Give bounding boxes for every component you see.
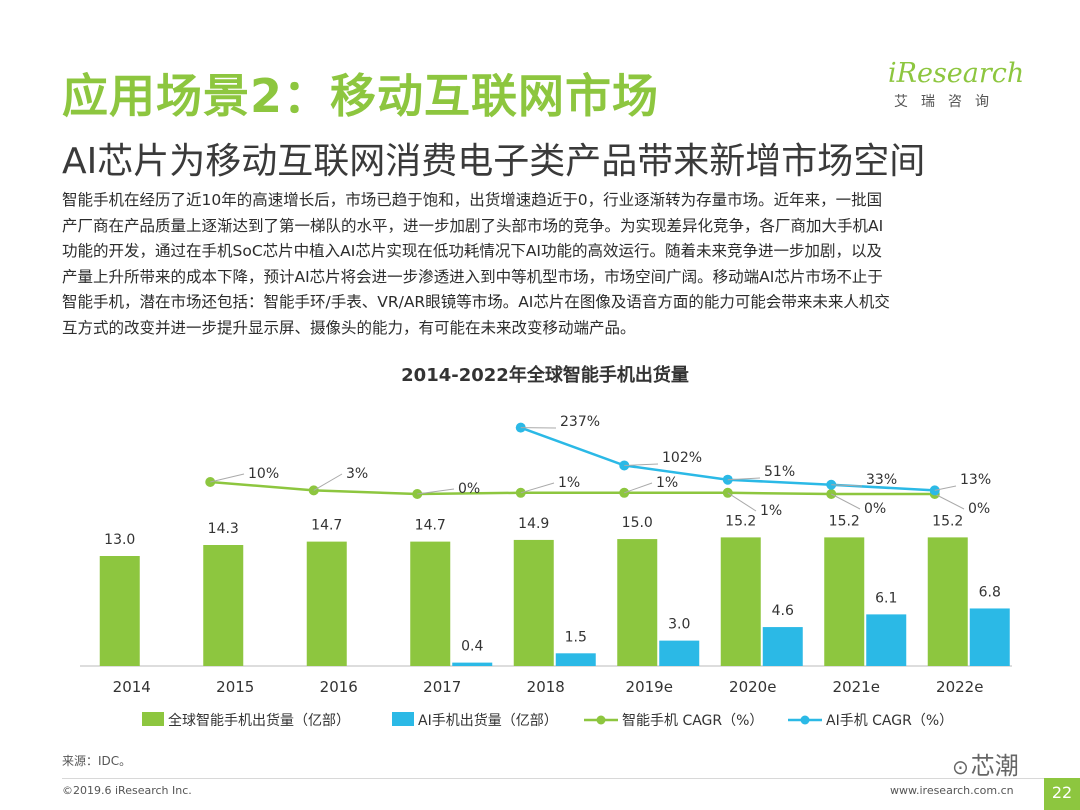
x-tick-label: 2014 xyxy=(113,678,151,696)
label-leader-line xyxy=(520,482,555,494)
label-leader-line xyxy=(313,473,343,491)
smartphone-shipment-bar xyxy=(203,545,244,666)
footer-divider xyxy=(62,778,1050,779)
ai-phone-cagr-label: 51% xyxy=(764,464,795,480)
bar-value-label: 14.9 xyxy=(518,516,549,532)
label-leader-line xyxy=(417,488,455,495)
label-leader-line xyxy=(831,484,863,487)
logo-subtext: 艾瑞咨询 xyxy=(894,94,1002,110)
smartphone-shipment-bar xyxy=(513,539,554,666)
bar-value-label: 14.3 xyxy=(208,521,239,537)
legend-label: AI手机出货量（亿部） xyxy=(418,712,558,729)
x-tick-label: 2015 xyxy=(216,678,254,696)
smartphone-shipment-bar xyxy=(410,541,451,666)
paragraph-line: 智能手机，潜在市场还包括：智能手环/手表、VR/AR眼镜等市场。AI芯片在图像及… xyxy=(62,293,890,311)
ai-phone-shipment-bar xyxy=(659,640,700,666)
ai-phone-cagr-label: 13% xyxy=(960,472,991,488)
smartphone-cagr-label: 1% xyxy=(656,475,678,491)
smartphone-cagr-label: 0% xyxy=(968,501,990,517)
shipment-chart: 2014-2022年全球智能手机出货量 13.0 14.3 14.7 14.7 14.9 1… xyxy=(80,364,1012,729)
bar-value-label: 1.5 xyxy=(565,629,587,645)
bar-value-label: 3.0 xyxy=(668,617,690,633)
ai-phone-cagr-label: 33% xyxy=(866,472,897,488)
legend-swatch-ai-bar xyxy=(392,712,414,726)
x-tick-label: 2018 xyxy=(527,678,565,696)
bar-value-label: 15.2 xyxy=(932,513,963,529)
ai-phone-shipment-bar xyxy=(452,662,493,666)
bar-value-label: 15.0 xyxy=(622,515,653,531)
bar-value-label: 4.6 xyxy=(772,603,794,619)
legend-label: AI手机 CAGR（%） xyxy=(826,713,953,729)
smartphone-cagr-label: 10% xyxy=(248,466,279,482)
ai-phone-cagr-label: 237% xyxy=(560,414,600,430)
label-leader-line xyxy=(934,493,965,510)
page-number: 22 xyxy=(1044,778,1080,810)
x-tick-label: 2017 xyxy=(423,678,461,696)
smartphone-cagr-label: 0% xyxy=(864,501,886,517)
label-leader-line xyxy=(727,477,761,481)
label-leader-line xyxy=(624,482,653,494)
iresearch-logo: iResearch 艾瑞咨询 xyxy=(888,58,1028,111)
legend-marker xyxy=(596,715,606,725)
bar-value-label: 6.1 xyxy=(875,590,897,606)
bar-value-label: 6.8 xyxy=(979,584,1001,600)
ai-phone-shipment-bar xyxy=(555,653,596,666)
ai-phone-shipment-bar xyxy=(762,627,803,666)
smartphone-cagr-label: 0% xyxy=(458,481,480,497)
description-paragraph: 智能手机在经历了近10年的高速增长后，市场已趋于饱和，出货增速趋近于0，行业逐渐… xyxy=(62,188,1022,341)
ai-phone-shipment-bar xyxy=(866,614,907,666)
wechat-icon: ⊙ xyxy=(952,755,969,779)
smartphone-shipment-bar xyxy=(306,541,347,666)
x-tick-label: 2022e xyxy=(936,678,983,696)
paragraph-line: 智能手机在经历了近10年的高速增长后，市场已趋于饱和，出货增速趋近于0，行业逐渐… xyxy=(62,191,883,209)
label-leader-line xyxy=(210,473,245,483)
paragraph-line: 产量上升所带来的成本下降，预计AI芯片将会进一步渗透进入到中等机型市场，市场空间… xyxy=(62,267,883,286)
ai-phone-shipment-bar xyxy=(969,608,1010,666)
legend-label: 全球智能手机出货量（亿部） xyxy=(168,712,350,729)
bar-value-label: 15.2 xyxy=(725,513,756,529)
x-tick-label: 2020e xyxy=(729,678,776,696)
legend-marker xyxy=(800,715,810,725)
bar-value-label: 14.7 xyxy=(311,518,342,534)
bar-value-label: 0.4 xyxy=(461,639,483,655)
logo-text: iResearch xyxy=(888,58,1025,89)
label-leader-line xyxy=(727,492,757,512)
bar-value-label: 13.0 xyxy=(104,532,135,548)
smartphone-shipment-bar xyxy=(99,556,140,666)
smartphone-cagr-label: 1% xyxy=(760,503,782,519)
smartphone-cagr-label: 3% xyxy=(346,466,368,482)
smartphone-shipment-bar xyxy=(824,537,865,666)
watermark: ⊙芯潮 xyxy=(952,746,1019,781)
paragraph-line: 产厂商在产品质量上逐渐达到了第一梯队的水平，进一步加剧了头部市场的竞争。为实现差… xyxy=(62,216,884,235)
label-leader-line xyxy=(831,493,861,510)
x-tick-label: 2019e xyxy=(626,678,673,696)
smartphone-cagr-label: 1% xyxy=(558,475,580,491)
label-leader-line xyxy=(934,485,957,491)
smartphone-shipment-bar xyxy=(720,537,761,666)
paragraph-line: 互方式的改变并进一步提升显示屏、摄像头的能力，有可能在未来改变移动端产品。 xyxy=(62,318,636,337)
source-note: 来源：IDC。 xyxy=(62,754,132,768)
smartphone-shipment-bar xyxy=(617,539,658,666)
copyright: ©2019.6 iResearch Inc. xyxy=(62,784,192,797)
page-subtitle: AI芯片为移动互联网消费电子类产品带来新增市场空间 xyxy=(62,141,926,182)
x-tick-label: 2016 xyxy=(320,678,358,696)
page-title: 应用场景2：移动互联网市场 xyxy=(62,69,660,123)
bar-value-label: 14.7 xyxy=(415,518,446,534)
bar-value-label: 15.2 xyxy=(829,513,860,529)
paragraph-line: 功能的开发，通过在手机SoC芯片中植入AI芯片实现在低功耗情况下AI功能的高效运… xyxy=(62,242,882,260)
smartphone-shipment-bar xyxy=(927,537,968,666)
legend-swatch-smartphone-bar xyxy=(142,712,164,726)
smartphone-cagr-line xyxy=(210,480,935,496)
ai-phone-cagr-label: 102% xyxy=(662,450,702,466)
website-link[interactable]: www.iresearch.com.cn xyxy=(890,784,1014,797)
legend-label: 智能手机 CAGR（%） xyxy=(622,713,763,729)
chart-title: 2014-2022年全球智能手机出货量 xyxy=(401,364,689,386)
x-tick-label: 2021e xyxy=(833,678,880,696)
watermark-text: 芯潮 xyxy=(970,752,1019,780)
label-leader-line xyxy=(624,463,659,466)
